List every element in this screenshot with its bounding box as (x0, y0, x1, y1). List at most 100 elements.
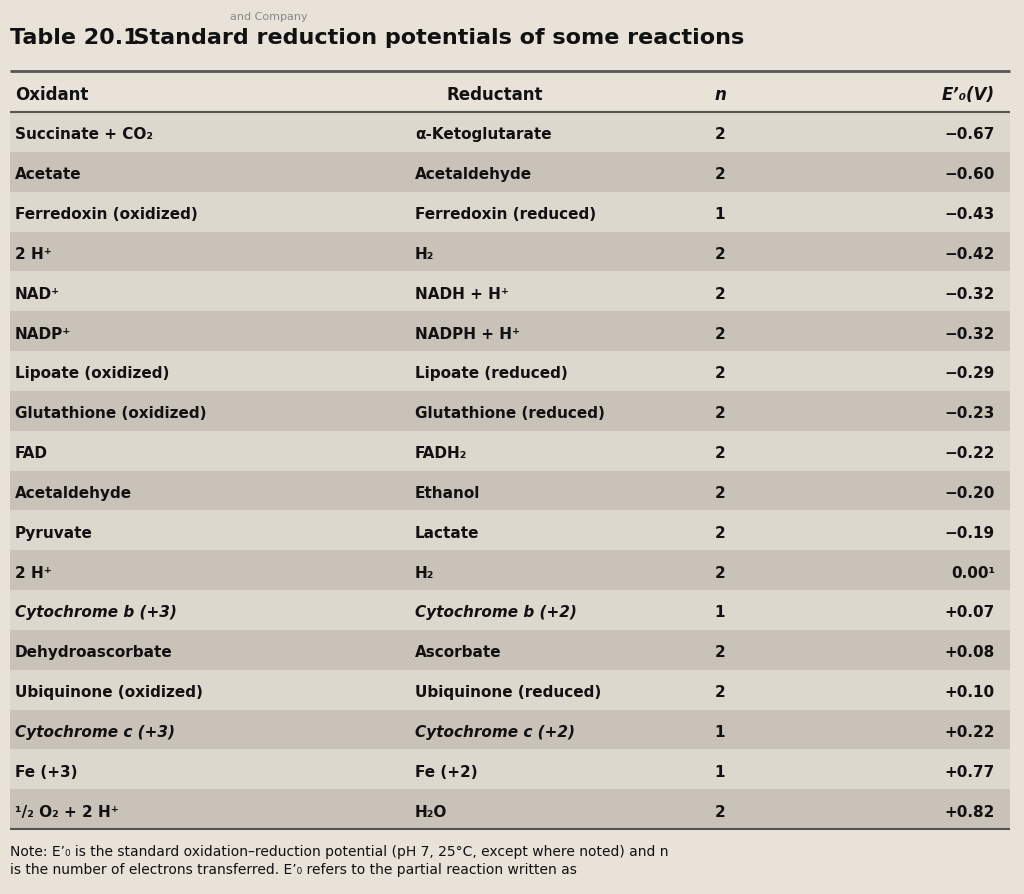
Text: Dehydroascorbate: Dehydroascorbate (15, 645, 173, 660)
Text: +0.77: +0.77 (945, 763, 995, 779)
Text: Acetaldehyde: Acetaldehyde (15, 485, 132, 501)
Text: −0.42: −0.42 (944, 247, 995, 262)
Text: 1: 1 (715, 207, 725, 222)
Text: 2: 2 (715, 127, 725, 142)
Text: 2: 2 (715, 645, 725, 660)
Text: −0.67: −0.67 (944, 127, 995, 142)
Bar (10, 551, 1010, 590)
Bar (10, 431, 1010, 471)
Text: −0.20: −0.20 (944, 485, 995, 501)
Text: 2 H⁺: 2 H⁺ (15, 565, 52, 580)
Text: 2: 2 (715, 366, 725, 381)
Text: 1: 1 (715, 604, 725, 620)
Text: +0.07: +0.07 (945, 604, 995, 620)
Bar (10, 510, 1010, 551)
Text: Lactate: Lactate (415, 525, 479, 540)
Bar (10, 351, 1010, 392)
Text: H₂: H₂ (415, 247, 434, 262)
Text: Ubiquinone (reduced): Ubiquinone (reduced) (415, 684, 601, 699)
Bar (10, 789, 1010, 829)
Text: and Company: and Company (230, 12, 307, 22)
Text: 1: 1 (715, 724, 725, 739)
Text: −0.19: −0.19 (945, 525, 995, 540)
Text: 2: 2 (715, 684, 725, 699)
Text: Ferredoxin (reduced): Ferredoxin (reduced) (415, 207, 596, 222)
Text: −0.29: −0.29 (944, 366, 995, 381)
Text: Glutathione (oxidized): Glutathione (oxidized) (15, 406, 207, 421)
Text: Reductant: Reductant (446, 86, 544, 104)
Text: α-Ketoglutarate: α-Ketoglutarate (415, 127, 552, 142)
Text: 2: 2 (715, 406, 725, 421)
Bar (10, 312, 1010, 351)
Text: Standard reduction potentials of some reactions: Standard reduction potentials of some re… (118, 28, 744, 48)
Text: 2: 2 (715, 286, 725, 301)
Text: is the number of electrons transferred. E’₀ refers to the partial reaction writt: is the number of electrons transferred. … (10, 862, 577, 876)
Text: n: n (714, 86, 726, 104)
Bar (10, 73, 1010, 113)
Text: Acetate: Acetate (15, 167, 82, 182)
Bar (10, 392, 1010, 431)
Text: 1: 1 (715, 763, 725, 779)
Text: −0.60: −0.60 (944, 167, 995, 182)
Text: Succinate + CO₂: Succinate + CO₂ (15, 127, 153, 142)
Text: Ubiquinone (oxidized): Ubiquinone (oxidized) (15, 684, 203, 699)
Text: Pyruvate: Pyruvate (15, 525, 93, 540)
Bar (10, 471, 1010, 510)
Text: Ferredoxin (oxidized): Ferredoxin (oxidized) (15, 207, 198, 222)
Text: NAD⁺: NAD⁺ (15, 286, 60, 301)
Text: E’₀(V): E’₀(V) (942, 86, 995, 104)
Text: Glutathione (reduced): Glutathione (reduced) (415, 406, 605, 421)
Text: Oxidant: Oxidant (15, 86, 88, 104)
Text: Lipoate (oxidized): Lipoate (oxidized) (15, 366, 169, 381)
Text: FAD: FAD (15, 445, 48, 460)
Text: 2: 2 (715, 485, 725, 501)
Text: H₂: H₂ (415, 565, 434, 580)
Text: NADH + H⁺: NADH + H⁺ (415, 286, 509, 301)
Text: Acetaldehyde: Acetaldehyde (415, 167, 532, 182)
Text: FADH₂: FADH₂ (415, 445, 467, 460)
Bar (10, 232, 1010, 272)
Bar (10, 113, 1010, 153)
Bar (10, 749, 1010, 789)
Text: Cytochrome c (+3): Cytochrome c (+3) (15, 724, 175, 739)
Text: 2: 2 (715, 167, 725, 182)
Text: Ethanol: Ethanol (415, 485, 480, 501)
Bar (10, 153, 1010, 192)
Text: −0.32: −0.32 (944, 286, 995, 301)
Bar (10, 590, 1010, 630)
Text: NADPH + H⁺: NADPH + H⁺ (415, 326, 520, 342)
Text: 2: 2 (715, 525, 725, 540)
Text: 2: 2 (715, 565, 725, 580)
Text: +0.10: +0.10 (945, 684, 995, 699)
Bar (10, 192, 1010, 232)
Text: −0.23: −0.23 (944, 406, 995, 421)
Text: Cytochrome c (+2): Cytochrome c (+2) (415, 724, 575, 739)
Text: ¹/₂ O₂ + 2 H⁺: ¹/₂ O₂ + 2 H⁺ (15, 804, 119, 819)
Text: +0.08: +0.08 (945, 645, 995, 660)
Text: 2 H⁺: 2 H⁺ (15, 247, 52, 262)
Text: +0.82: +0.82 (944, 804, 995, 819)
Text: +0.22: +0.22 (944, 724, 995, 739)
Bar (10, 710, 1010, 749)
Text: 2: 2 (715, 804, 725, 819)
Text: −0.32: −0.32 (944, 326, 995, 342)
Text: Ascorbate: Ascorbate (415, 645, 502, 660)
Text: Fe (+3): Fe (+3) (15, 763, 78, 779)
Text: Table 20.1: Table 20.1 (10, 28, 138, 48)
Text: 0.00¹: 0.00¹ (951, 565, 995, 580)
Text: Lipoate (reduced): Lipoate (reduced) (415, 366, 567, 381)
Text: Cytochrome b (+3): Cytochrome b (+3) (15, 604, 177, 620)
Text: 2: 2 (715, 445, 725, 460)
Text: Fe (+2): Fe (+2) (415, 763, 477, 779)
Bar (10, 670, 1010, 710)
Bar (10, 630, 1010, 670)
Text: −0.22: −0.22 (944, 445, 995, 460)
Text: Note: E’₀ is the standard oxidation–reduction potential (pH 7, 25°C, except wher: Note: E’₀ is the standard oxidation–redu… (10, 844, 669, 858)
Bar (10, 272, 1010, 312)
Text: NADP⁺: NADP⁺ (15, 326, 72, 342)
Text: H₂O: H₂O (415, 804, 447, 819)
Text: −0.43: −0.43 (945, 207, 995, 222)
Text: Cytochrome b (+2): Cytochrome b (+2) (415, 604, 577, 620)
Text: 2: 2 (715, 247, 725, 262)
Text: 2: 2 (715, 326, 725, 342)
